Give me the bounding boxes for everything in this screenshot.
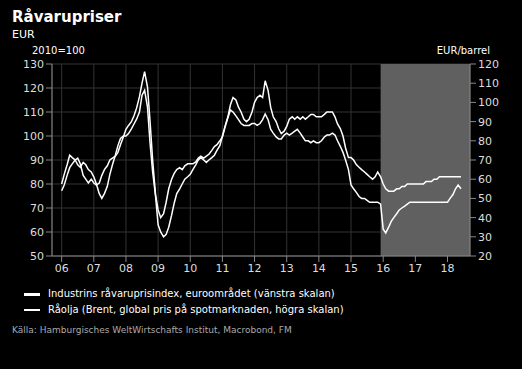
svg-text:60: 60 bbox=[30, 226, 44, 239]
svg-text:60: 60 bbox=[478, 173, 492, 186]
html-text:EUR/barrel: EUR/barrel bbox=[436, 45, 490, 56]
html-text:Råvarupriser: Råvarupriser bbox=[12, 8, 122, 26]
html-text:Källa: Hamburgisches WeltWirts: Källa: Hamburgisches WeltWirtschafts Ins… bbox=[12, 325, 292, 335]
svg-text:07: 07 bbox=[87, 262, 101, 275]
svg-text:30: 30 bbox=[478, 231, 492, 244]
svg-text:80: 80 bbox=[30, 178, 44, 191]
svg-text:12: 12 bbox=[248, 262, 262, 275]
svg-text:14: 14 bbox=[312, 262, 326, 275]
svg-text:10: 10 bbox=[183, 262, 197, 275]
svg-text:120: 120 bbox=[478, 58, 499, 71]
svg-text:13: 13 bbox=[280, 262, 294, 275]
svg-text:100: 100 bbox=[478, 96, 499, 109]
svg-text:130: 130 bbox=[23, 58, 44, 71]
svg-text:90: 90 bbox=[478, 116, 492, 129]
svg-text:110: 110 bbox=[478, 77, 499, 90]
svg-text:20: 20 bbox=[478, 250, 492, 263]
svg-text:40: 40 bbox=[478, 212, 492, 225]
svg-text:100: 100 bbox=[23, 130, 44, 143]
svg-text:90: 90 bbox=[30, 154, 44, 167]
html-text:EUR: EUR bbox=[12, 28, 35, 41]
svg-text:70: 70 bbox=[478, 154, 492, 167]
svg-text:18: 18 bbox=[440, 262, 454, 275]
svg-text:50: 50 bbox=[30, 250, 44, 263]
svg-text:80: 80 bbox=[478, 135, 492, 148]
html-text:Industrins råvaruprisindex, eu: Industrins råvaruprisindex, euroområdet … bbox=[48, 288, 335, 299]
svg-text:15: 15 bbox=[344, 262, 358, 275]
svg-text:70: 70 bbox=[30, 202, 44, 215]
html-text:2010=100: 2010=100 bbox=[32, 45, 85, 56]
html-text:Råolja (Brent, global pris på: Råolja (Brent, global pris på spotmarkna… bbox=[48, 304, 344, 315]
svg-text:120: 120 bbox=[23, 82, 44, 95]
svg-text:17: 17 bbox=[408, 262, 422, 275]
svg-text:11: 11 bbox=[215, 262, 229, 275]
svg-text:09: 09 bbox=[151, 262, 165, 275]
svg-text:06: 06 bbox=[55, 262, 69, 275]
svg-text:08: 08 bbox=[119, 262, 133, 275]
svg-text:50: 50 bbox=[478, 192, 492, 205]
svg-text:16: 16 bbox=[376, 262, 390, 275]
svg-text:110: 110 bbox=[23, 106, 44, 119]
